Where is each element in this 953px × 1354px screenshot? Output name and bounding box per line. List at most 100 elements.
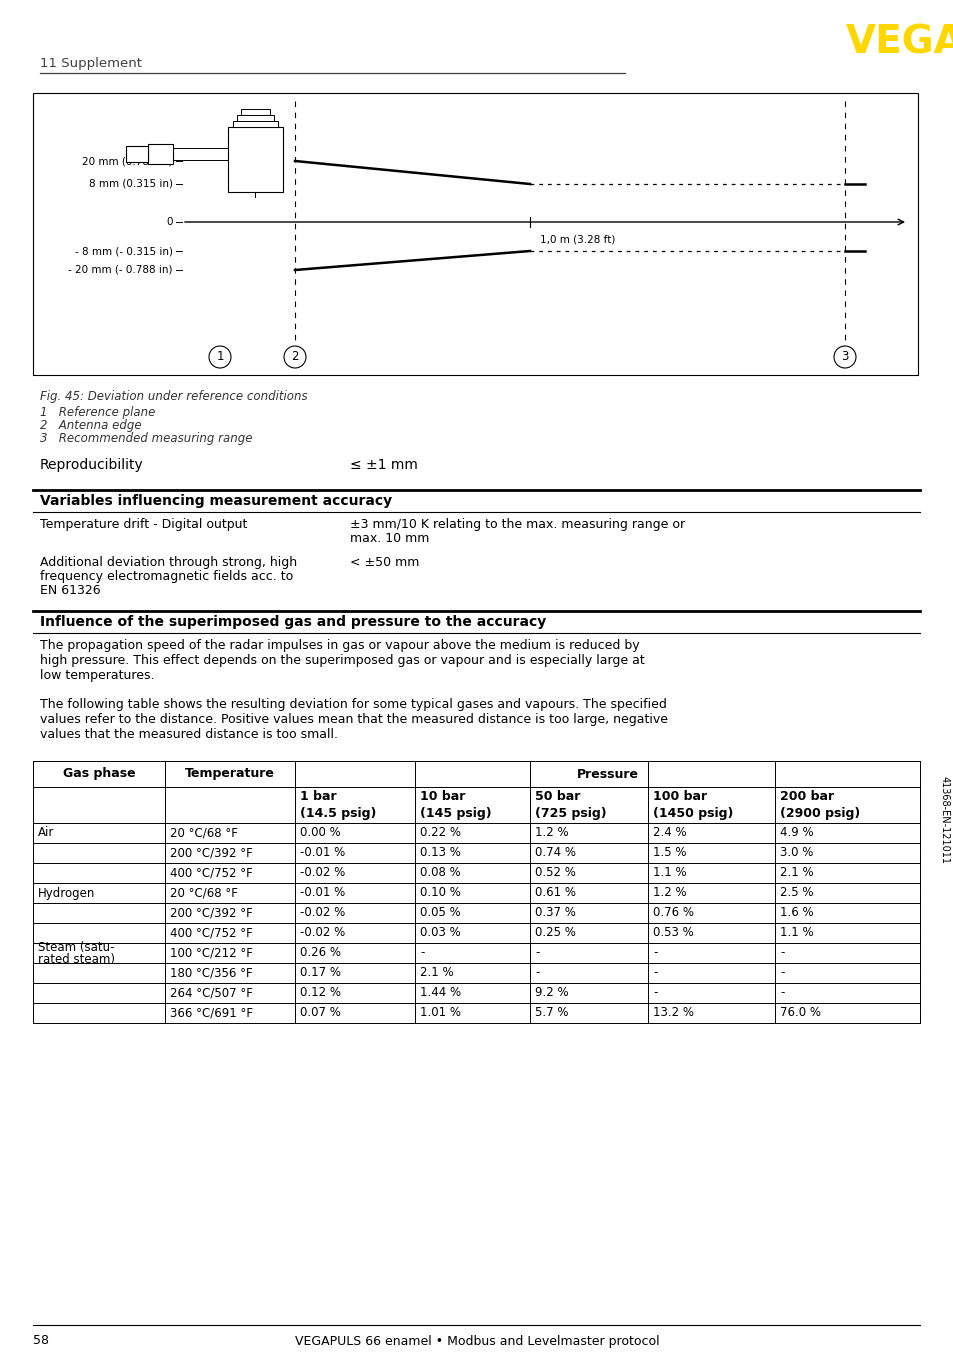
Text: (2900 psig): (2900 psig) [780, 807, 860, 819]
Bar [233, 121, 277, 127]
Text: max. 10 mm: max. 10 mm [350, 532, 429, 546]
Text: 1.2 %: 1.2 % [535, 826, 568, 839]
Text: 0.12 %: 0.12 % [299, 987, 340, 999]
Text: 10 bar: 10 bar [419, 791, 465, 803]
Bar [33, 93, 917, 375]
Text: 200 bar: 200 bar [780, 791, 833, 803]
Text: 0.61 %: 0.61 % [535, 887, 576, 899]
Text: -: - [780, 987, 783, 999]
Text: 0.17 %: 0.17 % [299, 967, 340, 979]
Text: 8 mm (0.315 in): 8 mm (0.315 in) [89, 179, 172, 190]
Text: 0.25 %: 0.25 % [535, 926, 576, 940]
Text: -: - [419, 946, 424, 960]
Text: 9.2 %: 9.2 % [535, 987, 568, 999]
Text: -: - [535, 946, 538, 960]
Text: 400 °C/752 °F: 400 °C/752 °F [170, 926, 253, 940]
Text: - 8 mm (- 0.315 in): - 8 mm (- 0.315 in) [75, 246, 172, 256]
Text: 400 °C/752 °F: 400 °C/752 °F [170, 867, 253, 880]
Text: 2   Antenna edge: 2 Antenna edge [40, 418, 141, 432]
Circle shape [209, 347, 231, 368]
Text: 1   Reference plane: 1 Reference plane [40, 406, 155, 418]
Text: 20 °C/68 °F: 20 °C/68 °F [170, 826, 237, 839]
Text: 200 °C/392 °F: 200 °C/392 °F [170, 906, 253, 919]
Text: 2.4 %: 2.4 % [652, 826, 686, 839]
Circle shape [833, 347, 855, 368]
Text: Gas phase: Gas phase [63, 768, 135, 780]
Text: Variables influencing measurement accuracy: Variables influencing measurement accura… [40, 494, 392, 508]
Text: Fig. 45: Deviation under reference conditions: Fig. 45: Deviation under reference condi… [40, 390, 307, 403]
Bar [241, 110, 270, 115]
Text: 3: 3 [841, 351, 848, 363]
Text: -: - [652, 967, 657, 979]
Text: -0.02 %: -0.02 % [299, 906, 345, 919]
Bar [236, 115, 274, 121]
Text: Steam (satu-: Steam (satu- [38, 941, 114, 953]
Text: 13.2 %: 13.2 % [652, 1006, 693, 1020]
Text: 180 °C/356 °F: 180 °C/356 °F [170, 967, 253, 979]
Text: 2.5 %: 2.5 % [780, 887, 813, 899]
Text: 0.53 %: 0.53 % [652, 926, 693, 940]
Text: 1: 1 [216, 351, 224, 363]
Text: 3.0 %: 3.0 % [780, 846, 813, 860]
Text: 58: 58 [33, 1335, 49, 1347]
Text: (14.5 psig): (14.5 psig) [299, 807, 376, 819]
Text: 20 °C/68 °F: 20 °C/68 °F [170, 887, 237, 899]
Text: Reproducibility: Reproducibility [40, 458, 144, 473]
Text: 100 bar: 100 bar [652, 791, 706, 803]
Text: -0.02 %: -0.02 % [299, 867, 345, 880]
Text: 1.2 %: 1.2 % [652, 887, 686, 899]
Text: 0.10 %: 0.10 % [419, 887, 460, 899]
Text: 200 °C/392 °F: 200 °C/392 °F [170, 846, 253, 860]
Text: 0.03 %: 0.03 % [419, 926, 460, 940]
Text: (1450 psig): (1450 psig) [652, 807, 733, 819]
Text: Pressure: Pressure [576, 768, 638, 780]
Text: 0.37 %: 0.37 % [535, 906, 576, 919]
Text: high pressure. This effect depends on the superimposed gas or vapour and is espe: high pressure. This effect depends on th… [40, 654, 644, 668]
Text: values that the measured distance is too small.: values that the measured distance is too… [40, 728, 337, 741]
Text: 2: 2 [291, 351, 298, 363]
Text: 76.0 %: 76.0 % [780, 1006, 821, 1020]
Bar [228, 127, 283, 192]
Text: The propagation speed of the radar impulses in gas or vapour above the medium is: The propagation speed of the radar impul… [40, 639, 639, 653]
Text: VEGA: VEGA [844, 23, 953, 61]
Text: Additional deviation through strong, high: Additional deviation through strong, hig… [40, 556, 296, 569]
Text: 264 °C/507 °F: 264 °C/507 °F [170, 987, 253, 999]
Text: 2.1 %: 2.1 % [780, 867, 813, 880]
Text: (145 psig): (145 psig) [419, 807, 491, 819]
Text: -: - [652, 987, 657, 999]
Text: -: - [652, 946, 657, 960]
Text: 1.01 %: 1.01 % [419, 1006, 460, 1020]
Text: -: - [780, 946, 783, 960]
Text: 0.05 %: 0.05 % [419, 906, 460, 919]
Text: -0.01 %: -0.01 % [299, 887, 345, 899]
Text: 0.76 %: 0.76 % [652, 906, 693, 919]
Text: 0.07 %: 0.07 % [299, 1006, 340, 1020]
Text: Hydrogen: Hydrogen [38, 887, 95, 899]
Text: 3   Recommended measuring range: 3 Recommended measuring range [40, 432, 253, 445]
Text: 0.22 %: 0.22 % [419, 826, 460, 839]
Text: 11 Supplement: 11 Supplement [40, 57, 142, 69]
Text: ≤ ±1 mm: ≤ ±1 mm [350, 458, 417, 473]
Text: (725 psig): (725 psig) [535, 807, 606, 819]
Text: frequency electromagnetic fields acc. to: frequency electromagnetic fields acc. to [40, 570, 293, 584]
Text: 1.1 %: 1.1 % [780, 926, 813, 940]
Text: EN 61326: EN 61326 [40, 584, 100, 597]
Text: - 20 mm (- 0.788 in): - 20 mm (- 0.788 in) [69, 265, 172, 275]
Text: 1.1 %: 1.1 % [652, 867, 686, 880]
Text: ±3 mm/10 K relating to the max. measuring range or: ±3 mm/10 K relating to the max. measurin… [350, 519, 684, 531]
Text: 100 °C/212 °F: 100 °C/212 °F [170, 946, 253, 960]
Text: 2.1 %: 2.1 % [419, 967, 453, 979]
Bar [126, 146, 148, 162]
Text: low temperatures.: low temperatures. [40, 669, 154, 682]
Text: 0: 0 [167, 217, 172, 227]
Text: -: - [535, 967, 538, 979]
Text: Temperature drift - Digital output: Temperature drift - Digital output [40, 519, 247, 531]
Text: 0.00 %: 0.00 % [299, 826, 340, 839]
Circle shape [284, 347, 306, 368]
Text: 366 °C/691 °F: 366 °C/691 °F [170, 1006, 253, 1020]
Text: 5.7 %: 5.7 % [535, 1006, 568, 1020]
Text: 1 bar: 1 bar [299, 791, 336, 803]
Text: -: - [780, 967, 783, 979]
Text: 1,0 m (3.28 ft): 1,0 m (3.28 ft) [539, 236, 615, 245]
Text: 4.9 %: 4.9 % [780, 826, 813, 839]
